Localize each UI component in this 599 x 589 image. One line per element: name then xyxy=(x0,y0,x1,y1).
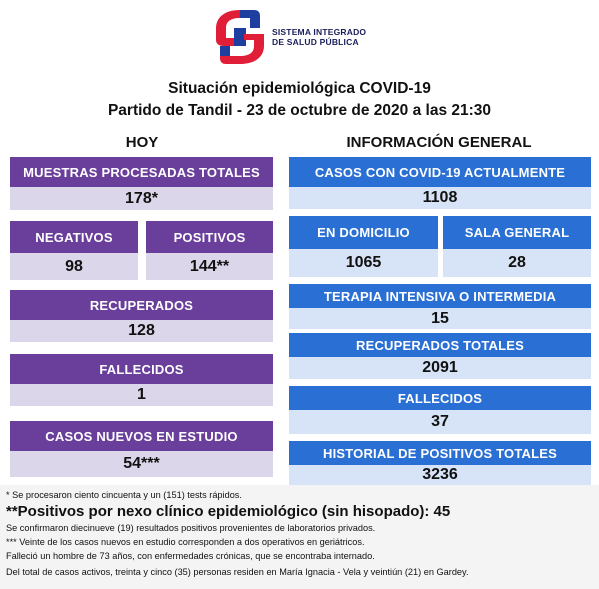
footnotes-box xyxy=(0,485,599,589)
muestras-value: 178* xyxy=(10,187,273,210)
domicilio-label: EN DOMICILIO xyxy=(289,216,438,249)
fallecidos-hoy-value: 1 xyxy=(10,384,273,406)
footnote-positivos-nexo: **Positivos por nexo clínico epidemiológ… xyxy=(6,503,451,520)
recuperados-totales-label: RECUPERADOS TOTALES xyxy=(289,333,591,357)
logo-text: SISTEMA INTEGRADO DE SALUD PÚBLICA xyxy=(272,27,366,47)
fallecidos-general-label: FALLECIDOS xyxy=(289,386,591,410)
sisp-logo-icon xyxy=(216,10,264,64)
logo-line-1: SISTEMA INTEGRADO xyxy=(272,27,367,37)
sala-general-value: 28 xyxy=(443,249,591,277)
muestras-label: MUESTRAS PROCESADAS TOTALES xyxy=(10,157,273,187)
page-title: Situación epidemiológica COVID-19 xyxy=(168,80,431,97)
casos-nuevos-label: CASOS NUEVOS EN ESTUDIO xyxy=(10,421,273,451)
logo xyxy=(210,6,400,68)
footnote-1: * Se procesaron ciento cincuenta y un (1… xyxy=(6,490,242,500)
hoy-heading: HOY xyxy=(125,134,159,151)
footnote-2: Se confirmaron diecinueve (19) resultado… xyxy=(6,523,376,533)
footnote-4: Falleció un hombre de 73 años, con enfer… xyxy=(6,551,375,561)
footnote-5: Del total de casos activos, treinta y ci… xyxy=(6,567,469,577)
recuperados-label: RECUPERADOS xyxy=(10,290,273,320)
casos-actuales-label: CASOS CON COVID-19 ACTUALMENTE xyxy=(289,157,591,187)
recuperados-totales-value: 2091 xyxy=(289,357,591,379)
casos-nuevos-value: 54*** xyxy=(10,451,273,477)
page-subtitle: Partido de Tandil - 23 de octubre de 202… xyxy=(107,102,492,119)
fallecidos-hoy-label: FALLECIDOS xyxy=(10,354,273,384)
positivos-label: POSITIVOS xyxy=(146,221,273,253)
sala-general-label: SALA GENERAL xyxy=(443,216,591,249)
terapia-value: 15 xyxy=(289,308,591,329)
fallecidos-general-value: 37 xyxy=(289,410,591,434)
negativos-value: 98 xyxy=(10,253,138,280)
positivos-value: 144** xyxy=(146,253,273,280)
historial-label: HISTORIAL DE POSITIVOS TOTALES xyxy=(289,441,591,465)
general-heading: INFORMACIÓN GENERAL xyxy=(346,134,532,151)
footnote-3: *** Veinte de los casos nuevos en estudi… xyxy=(6,537,365,547)
negativos-label: NEGATIVOS xyxy=(10,221,138,253)
domicilio-value: 1065 xyxy=(289,249,438,277)
logo-line-2: DE SALUD PÚBLICA xyxy=(272,37,359,47)
terapia-label: TERAPIA INTENSIVA O INTERMEDIA xyxy=(289,284,591,308)
historial-value: 3236 xyxy=(289,465,591,485)
recuperados-value: 128 xyxy=(10,320,273,342)
casos-actuales-value: 1108 xyxy=(289,187,591,209)
